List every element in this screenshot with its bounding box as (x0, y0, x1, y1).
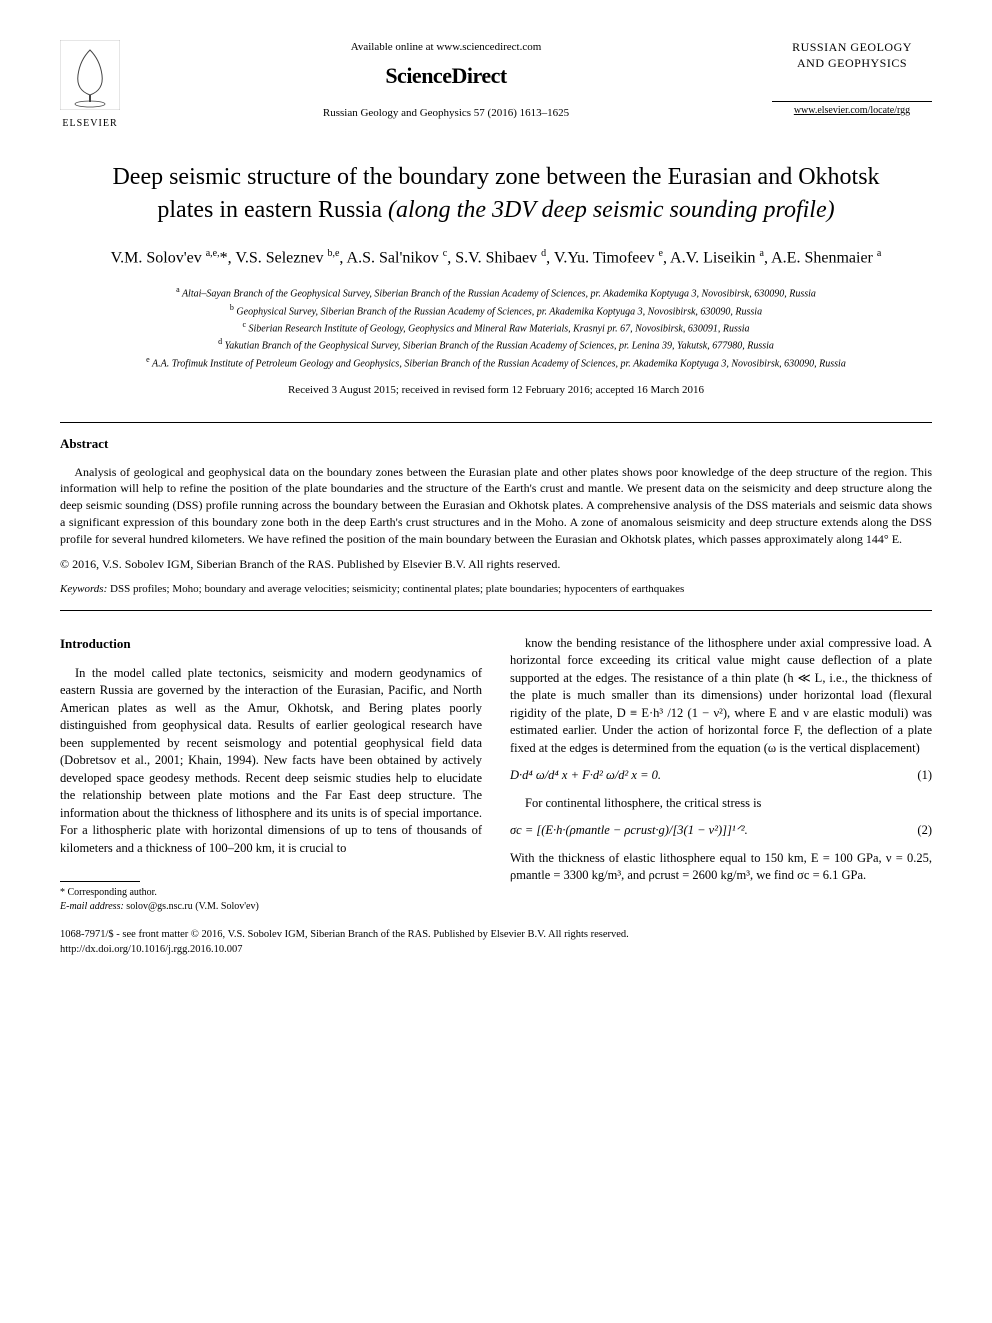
equation-2: σc = [(E·h·(ρmantle − ρcrust·g)/[3(1 − ν… (510, 822, 748, 840)
page-footer: 1068-7971/$ - see front matter © 2016, V… (60, 928, 932, 957)
page-header: ELSEVIER Available online at www.science… (60, 40, 932, 131)
author-list: V.M. Solov'ev a,e,*, V.S. Seleznev b,e, … (60, 246, 932, 270)
abstract-copyright: © 2016, V.S. Sobolev IGM, Siberian Branc… (60, 556, 932, 573)
title-subtitle: (along the 3DV deep seismic sounding pro… (388, 197, 835, 223)
journal-name-line1: RUSSIAN GEOLOGY (792, 40, 912, 54)
journal-homepage-link[interactable]: www.elsevier.com/locate/rgg (772, 101, 932, 118)
publisher-label: ELSEVIER (60, 117, 120, 131)
email-footnote: E-mail address: solov@gs.nsc.ru (V.M. So… (60, 900, 482, 914)
footer-copyright: 1068-7971/$ - see front matter © 2016, V… (60, 928, 932, 943)
abstract-body: Analysis of geological and geophysical d… (60, 464, 932, 548)
affiliation-line: d Yakutian Branch of the Geophysical Sur… (60, 336, 932, 353)
equation-1-number: (1) (917, 767, 932, 785)
equation-1: D·d⁴ ω/d⁴ x + F·d² ω/d² x = 0. (510, 767, 661, 785)
intro-paragraph-left: In the model called plate tectonics, sei… (60, 665, 482, 858)
affiliation-line: a Altai–Sayan Branch of the Geophysical … (60, 284, 932, 301)
affiliation-line: c Siberian Research Institute of Geology… (60, 319, 932, 336)
introduction-heading: Introduction (60, 635, 482, 653)
keywords: Keywords: DSS profiles; Moho; boundary a… (60, 582, 932, 597)
email-label: E-mail address: (60, 901, 124, 912)
body-columns: Introduction In the model called plate t… (60, 635, 932, 915)
email-address[interactable]: solov@gs.nsc.ru (V.M. Solov'ev) (124, 901, 259, 912)
available-online-text: Available online at www.sciencedirect.co… (120, 40, 772, 55)
journal-reference: Russian Geology and Geophysics 57 (2016)… (120, 106, 772, 121)
rule-below-keywords (60, 610, 932, 611)
keywords-label: Keywords: (60, 583, 107, 595)
equation-1-row: D·d⁴ ω/d⁴ x + F·d² ω/d² x = 0. (1) (510, 767, 932, 785)
article-title: Deep seismic structure of the boundary z… (100, 161, 892, 226)
publisher-logo-block: ELSEVIER (60, 40, 120, 131)
journal-name-line2: AND GEOPHYSICS (797, 56, 907, 70)
header-center: Available online at www.sciencedirect.co… (120, 40, 772, 126)
journal-name: RUSSIAN GEOLOGY AND GEOPHYSICS (772, 40, 932, 71)
elsevier-tree-icon (60, 40, 120, 110)
affiliation-line: b Geophysical Survey, Siberian Branch of… (60, 302, 932, 319)
sciencedirect-brand: ScienceDirect (120, 61, 772, 92)
equation-2-row: σc = [(E·h·(ρmantle − ρcrust·g)/[3(1 − ν… (510, 822, 932, 840)
footer-doi[interactable]: http://dx.doi.org/10.1016/j.rgg.2016.10.… (60, 943, 932, 958)
abstract-heading: Abstract (60, 435, 932, 453)
equation-2-number: (2) (917, 822, 932, 840)
corresponding-author-footnote: * Corresponding author. (60, 886, 482, 900)
affiliations: a Altai–Sayan Branch of the Geophysical … (60, 284, 932, 371)
article-dates: Received 3 August 2015; received in revi… (60, 383, 932, 398)
intro-paragraph-right-3: With the thickness of elastic lithospher… (510, 850, 932, 885)
intro-paragraph-right-1: know the bending resistance of the litho… (510, 635, 932, 758)
intro-paragraph-right-2: For continental lithosphere, the critica… (510, 795, 932, 813)
column-left: Introduction In the model called plate t… (60, 635, 482, 915)
rule-above-abstract (60, 422, 932, 423)
keywords-text: DSS profiles; Moho; boundary and average… (107, 583, 684, 595)
header-right: RUSSIAN GEOLOGY AND GEOPHYSICS www.elsev… (772, 40, 932, 118)
affiliation-line: e A.A. Trofimuk Institute of Petroleum G… (60, 354, 932, 371)
footnote-separator (60, 881, 140, 882)
column-right: know the bending resistance of the litho… (510, 635, 932, 915)
